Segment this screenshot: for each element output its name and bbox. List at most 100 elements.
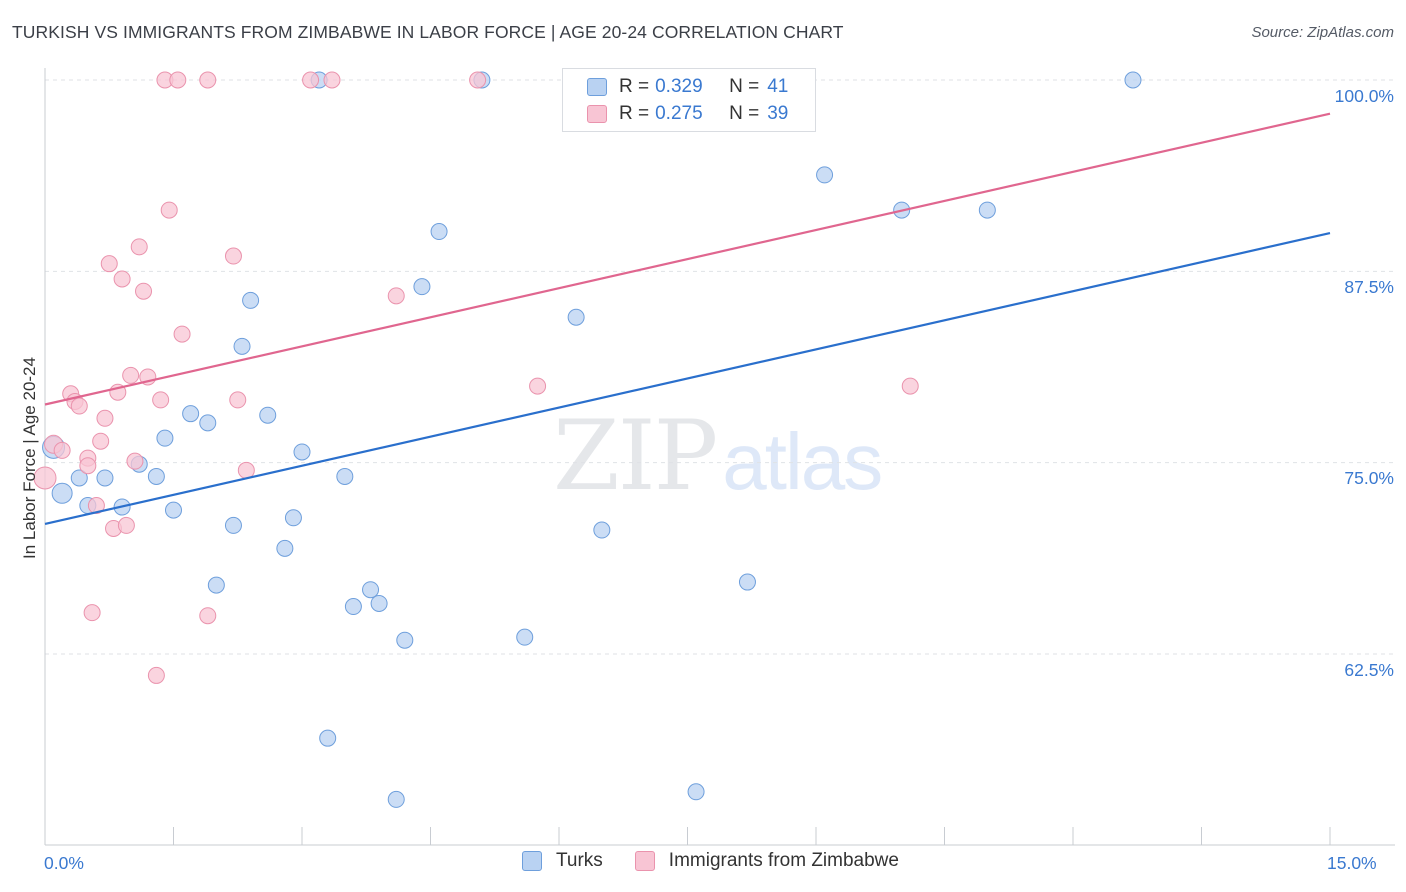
turks-point-4 bbox=[96, 469, 114, 487]
turks-point-21 bbox=[319, 729, 337, 747]
turks-point-7 bbox=[147, 467, 165, 485]
turks-point-10 bbox=[182, 405, 200, 423]
zimbabwe-point-7 bbox=[79, 457, 97, 475]
y-tick-label-100: 100.0% bbox=[1334, 86, 1394, 106]
turks-point-11 bbox=[199, 414, 217, 432]
zimbabwe-point-31 bbox=[229, 391, 247, 409]
turks-point-17 bbox=[276, 539, 294, 557]
zimbabwe-point-26 bbox=[169, 71, 187, 89]
source-credit: Source: ZipAtlas.com bbox=[1251, 24, 1394, 41]
zimbabwe-point-12 bbox=[100, 255, 118, 273]
turks-point-19 bbox=[293, 443, 311, 461]
zimbabwe-point-20 bbox=[135, 282, 153, 300]
zimbabwe-point-0 bbox=[33, 466, 57, 490]
turks-trend-line bbox=[44, 231, 1331, 525]
turks-swatch bbox=[587, 78, 607, 96]
legend-label-zimbabwe: Immigrants from Zimbabwe bbox=[668, 850, 899, 871]
zimbabwe-point-27 bbox=[173, 325, 191, 343]
zimbabwe-point-35 bbox=[387, 287, 405, 305]
turks-point-8 bbox=[156, 429, 174, 447]
turks-point-36 bbox=[816, 166, 834, 184]
zimbabwe-swatch bbox=[587, 105, 607, 123]
r-label: R = bbox=[619, 76, 650, 97]
r-label: R = bbox=[619, 103, 650, 124]
turks-point-2 bbox=[70, 469, 88, 487]
n-label: N = bbox=[729, 76, 760, 97]
y-tick-label-62-5: 62.5% bbox=[1344, 660, 1394, 680]
zimbabwe-point-16 bbox=[117, 516, 135, 534]
zimbabwe-point-8 bbox=[83, 604, 101, 622]
turks-point-24 bbox=[362, 581, 380, 599]
legend-row-turks: R = 0.329 N = 41 bbox=[587, 75, 788, 99]
r-value: 0.275 bbox=[655, 103, 703, 124]
turks-point-38 bbox=[978, 201, 996, 219]
turks-swatch bbox=[522, 851, 542, 871]
turks-point-26 bbox=[387, 790, 405, 808]
legend-label-turks: Turks bbox=[556, 850, 603, 871]
zimbabwe-point-34 bbox=[323, 71, 341, 89]
n-label: N = bbox=[729, 103, 760, 124]
series-legend: Turks Immigrants from Zimbabwe bbox=[522, 850, 931, 872]
zimbabwe-point-36 bbox=[469, 71, 487, 89]
zimbabwe-point-25 bbox=[160, 201, 178, 219]
turks-point-13 bbox=[224, 516, 242, 534]
zimbabwe-point-18 bbox=[126, 452, 144, 470]
turks-point-12 bbox=[207, 576, 225, 594]
zimbabwe-trend-line bbox=[44, 112, 1331, 406]
zimbabwe-point-30 bbox=[224, 247, 242, 265]
turks-point-39 bbox=[1124, 71, 1142, 89]
zimbabwe-point-11 bbox=[96, 409, 114, 427]
turks-point-34 bbox=[687, 783, 705, 801]
zimbabwe-point-5 bbox=[70, 397, 88, 415]
zimbabwe-point-28 bbox=[199, 607, 217, 625]
zimbabwe-swatch bbox=[634, 851, 655, 871]
turks-point-29 bbox=[430, 223, 448, 241]
stats-legend: R = 0.329 N = 41 R = 0.275 N = 39 bbox=[562, 68, 816, 132]
turks-point-27 bbox=[396, 631, 414, 649]
x-tick-label-min: 0.0% bbox=[44, 853, 84, 873]
turks-point-23 bbox=[344, 598, 362, 616]
zimbabwe-point-37 bbox=[529, 377, 547, 395]
turks-point-28 bbox=[413, 278, 431, 296]
turks-point-1 bbox=[51, 482, 73, 504]
r-value: 0.329 bbox=[655, 76, 703, 97]
zimbabwe-point-2 bbox=[53, 441, 71, 459]
trend-lines bbox=[44, 112, 1331, 525]
zimbabwe-point-32 bbox=[237, 461, 255, 479]
zimbabwe-point-22 bbox=[147, 666, 165, 684]
turks-point-31 bbox=[516, 628, 534, 646]
zimbabwe-point-29 bbox=[199, 71, 217, 89]
zimbabwe-point-33 bbox=[302, 71, 320, 89]
zimbabwe-point-38 bbox=[901, 377, 919, 395]
turks-point-9 bbox=[165, 501, 182, 519]
turks-point-16 bbox=[259, 406, 277, 424]
turks-point-32 bbox=[567, 308, 585, 326]
legend-item-turks[interactable]: Turks bbox=[522, 850, 603, 872]
n-value: 41 bbox=[767, 76, 789, 97]
turks-point-25 bbox=[370, 594, 388, 612]
y-tick-label-87-5: 87.5% bbox=[1344, 277, 1394, 297]
turks-point-22 bbox=[336, 467, 354, 485]
axes bbox=[44, 68, 1395, 846]
zimbabwe-point-19 bbox=[130, 238, 148, 256]
data-points bbox=[33, 71, 1142, 808]
x-tick-label-max: 15.0% bbox=[1327, 853, 1377, 873]
turks-point-35 bbox=[738, 573, 756, 591]
y-axis-label: In Labor Force | Age 20-24 bbox=[20, 357, 39, 559]
legend-row-zimbabwe: R = 0.275 N = 39 bbox=[587, 102, 788, 126]
turks-point-14 bbox=[233, 337, 251, 355]
zimbabwe-point-9 bbox=[87, 497, 105, 515]
turks-point-15 bbox=[242, 291, 260, 309]
zimbabwe-point-15 bbox=[113, 270, 131, 288]
chart-title: TURKISH VS IMMIGRANTS FROM ZIMBABWE IN L… bbox=[12, 22, 844, 42]
zimbabwe-point-10 bbox=[92, 432, 110, 450]
zimbabwe-point-23 bbox=[152, 391, 170, 409]
n-value: 39 bbox=[767, 103, 789, 124]
zimbabwe-point-17 bbox=[122, 366, 140, 384]
grid-lines bbox=[45, 79, 1395, 655]
turks-point-33 bbox=[593, 521, 611, 539]
y-tick-label-75: 75.0% bbox=[1344, 468, 1394, 488]
turks-point-18 bbox=[284, 509, 302, 527]
legend-item-zimbabwe[interactable]: Immigrants from Zimbabwe bbox=[634, 850, 899, 872]
